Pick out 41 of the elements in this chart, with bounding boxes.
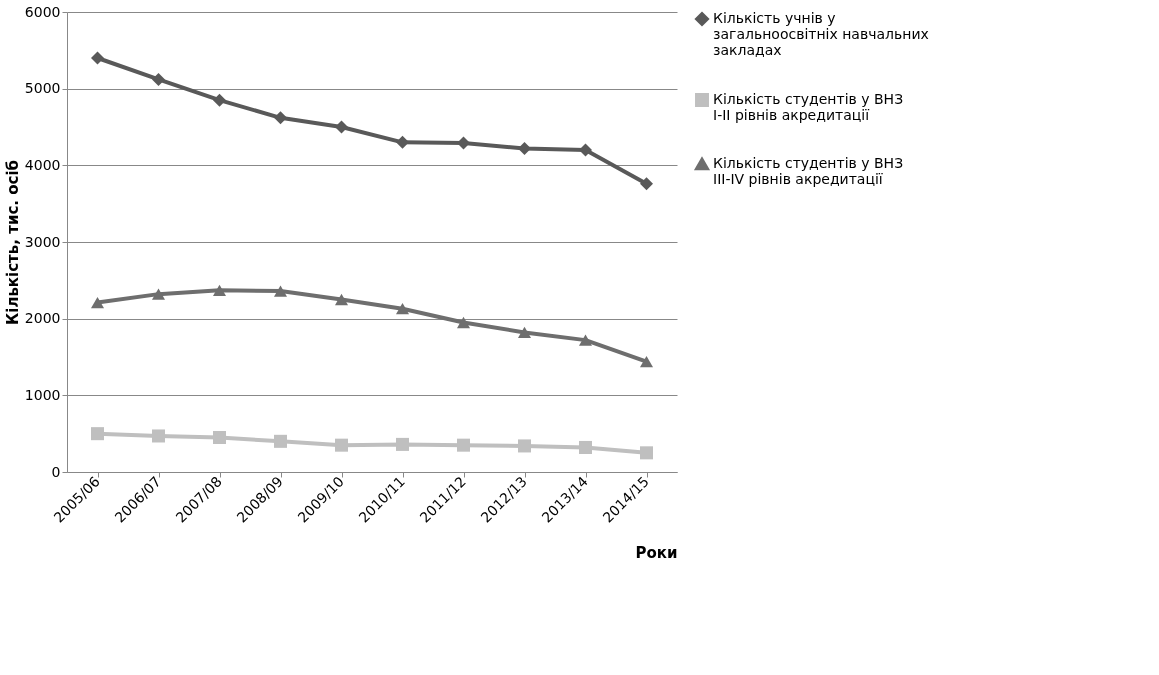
point xyxy=(517,439,532,453)
y-tick-label: 3000 xyxy=(24,233,61,250)
point xyxy=(212,284,227,296)
y-axis-title: Кількість, тис. осіб xyxy=(3,159,22,326)
y-tick-label: 4000 xyxy=(24,156,61,173)
point xyxy=(334,120,349,134)
point xyxy=(395,135,410,149)
y-tick-label: 5000 xyxy=(24,80,61,97)
x-axis-title: Роки xyxy=(635,543,678,562)
point xyxy=(90,427,105,441)
y-tick-label: 2000 xyxy=(24,310,61,327)
y-tick-label: 0 xyxy=(51,463,61,480)
point xyxy=(578,143,593,157)
y-tick-label: 1000 xyxy=(24,386,61,403)
point xyxy=(517,141,532,155)
point xyxy=(151,288,166,300)
point xyxy=(334,293,349,306)
point xyxy=(151,429,166,443)
point xyxy=(273,285,288,297)
y-tick-label: 6000 xyxy=(24,3,61,20)
point xyxy=(456,438,471,452)
point xyxy=(151,72,166,86)
point xyxy=(212,430,227,445)
point xyxy=(578,440,593,454)
point xyxy=(456,316,471,329)
point xyxy=(90,296,105,309)
point xyxy=(639,446,654,460)
point xyxy=(90,51,105,65)
point xyxy=(639,355,654,368)
legend-label: Кількість учнів у загальноосвітніх навчальних закладах xyxy=(713,10,929,58)
point xyxy=(334,438,349,452)
point xyxy=(273,434,288,448)
point xyxy=(517,326,532,339)
legend-label: Кількість студентів у ВНЗ ІІІ-IV рівнів акредитації xyxy=(713,155,904,187)
point xyxy=(639,177,654,191)
point xyxy=(578,334,593,346)
point xyxy=(395,303,410,315)
legend-label: Кількість студентів у ВНЗ І-ІІ рівнів акредитації xyxy=(713,91,904,123)
point xyxy=(395,437,410,451)
point xyxy=(273,111,288,125)
point xyxy=(212,93,227,107)
